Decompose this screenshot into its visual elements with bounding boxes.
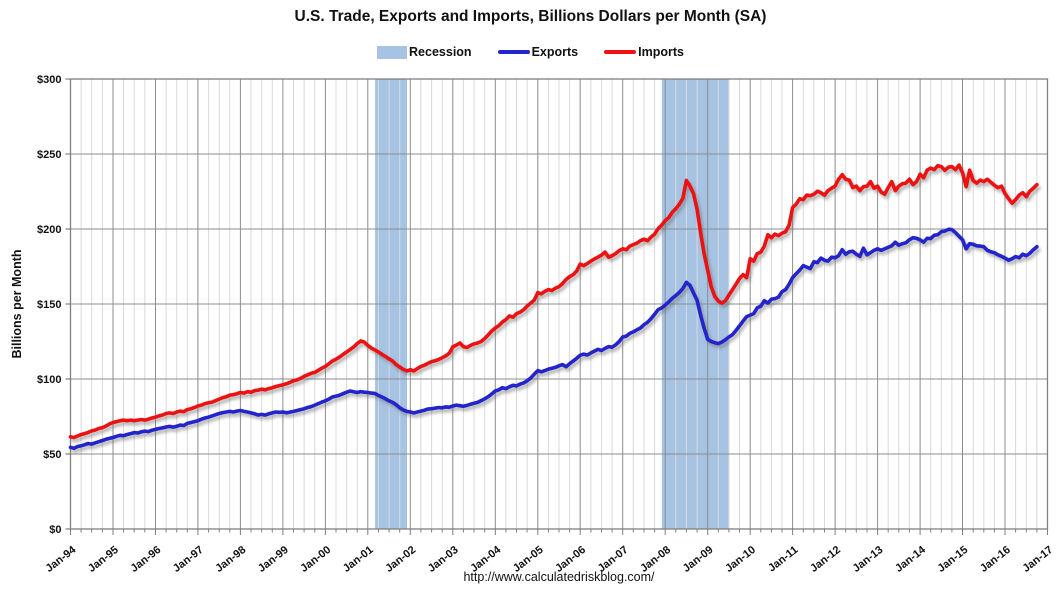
legend-label-imports: Imports xyxy=(638,45,684,59)
source-url: http://www.calculatedriskblog.com/ xyxy=(463,570,655,584)
imports-line-swatch xyxy=(604,50,637,54)
legend-item-imports: Imports xyxy=(604,45,684,59)
y-tick-label: $150 xyxy=(37,299,61,311)
y-tick-label: $50 xyxy=(43,449,61,461)
y-tick-label: $250 xyxy=(37,149,61,161)
y-tick-label: $200 xyxy=(37,224,61,236)
recession-swatch xyxy=(377,45,408,59)
y-tick-label: $0 xyxy=(49,524,61,536)
y-tick-label: $100 xyxy=(37,374,61,386)
exports-line xyxy=(68,227,1039,451)
imports-line xyxy=(68,163,1039,440)
legend-label-exports: Exports xyxy=(531,45,579,59)
chart-title: U.S. Trade, Exports and Imports, Billion… xyxy=(294,8,767,25)
legend-item-recession: Recession xyxy=(377,45,472,59)
y-tick-label: $300 xyxy=(37,74,61,86)
legend-label-recession: Recession xyxy=(409,45,472,59)
chart-legend: Recession Exports Imports xyxy=(0,45,1061,59)
legend-item-exports: Exports xyxy=(497,45,579,59)
exports-line-swatch xyxy=(497,50,530,54)
